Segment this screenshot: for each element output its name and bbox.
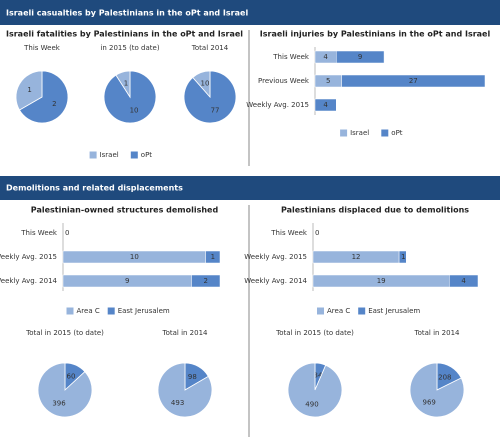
legend-swatch bbox=[358, 307, 366, 315]
slice-label: 1 bbox=[124, 79, 128, 87]
legend-label: East Jerusalem bbox=[118, 307, 170, 315]
pie-title: Total in 2014 bbox=[414, 329, 461, 337]
pie-title: Total in 2015 (to date) bbox=[275, 329, 354, 337]
banner-title: Demolitions and related displacements bbox=[6, 184, 183, 193]
y-tick-label: Weekly Avg. 2015 bbox=[244, 253, 307, 261]
slice-label: 10 bbox=[130, 107, 139, 115]
banner bbox=[0, 176, 500, 200]
pie-title: Total in 2015 (to date) bbox=[25, 329, 104, 337]
slice-label: 77 bbox=[211, 106, 220, 114]
bar-label: 1 bbox=[401, 253, 405, 261]
pie-title: in 2015 (to date) bbox=[100, 44, 159, 52]
bar bbox=[314, 98, 337, 112]
slice-label: 1 bbox=[27, 86, 31, 94]
pie-slice bbox=[409, 362, 465, 418]
bar-label: 2 bbox=[203, 277, 207, 285]
slice-label: 34 bbox=[314, 371, 323, 379]
legend-swatch bbox=[317, 307, 324, 315]
legend-label: oPt bbox=[141, 151, 153, 159]
legend-label: Area C bbox=[327, 307, 350, 315]
slice-label: 98 bbox=[188, 373, 197, 381]
legend-swatch bbox=[381, 129, 389, 137]
bar-label: 0 bbox=[65, 229, 69, 237]
bar bbox=[449, 274, 479, 288]
bar bbox=[341, 74, 486, 88]
bar-label: 12 bbox=[352, 253, 361, 261]
pie-slice bbox=[287, 362, 343, 418]
legend-label: Area C bbox=[77, 307, 100, 315]
y-tick-label: Weekly Avg. 2014 bbox=[244, 277, 307, 285]
bar-label: 9 bbox=[125, 277, 129, 285]
pie-slice bbox=[157, 362, 213, 418]
chart-title: Palestinians displaced due to demolition… bbox=[281, 206, 469, 215]
bar bbox=[336, 50, 385, 64]
legend-swatch bbox=[130, 151, 138, 159]
banner-title: Israeli casualties by Palestinians in th… bbox=[6, 9, 248, 18]
slice-label: 493 bbox=[171, 399, 184, 407]
pie-slice bbox=[37, 362, 93, 418]
legend-label: Israel bbox=[100, 151, 119, 159]
legend-swatch bbox=[340, 129, 348, 137]
bar bbox=[191, 274, 221, 288]
slice-label: 969 bbox=[422, 399, 435, 407]
bar-label: 10 bbox=[130, 253, 139, 261]
y-tick-label: This Week bbox=[272, 53, 310, 61]
legend-label: Israel bbox=[350, 129, 369, 137]
legend-label: oPt bbox=[391, 129, 403, 137]
bar-label: 9 bbox=[358, 53, 362, 61]
slice-label: 208 bbox=[438, 373, 451, 381]
pie-slice bbox=[18, 70, 69, 124]
bar-label: 27 bbox=[409, 77, 418, 85]
legend-swatch bbox=[107, 307, 115, 315]
bar-label: 19 bbox=[377, 277, 386, 285]
bar bbox=[205, 250, 221, 264]
bar-label: 4 bbox=[461, 277, 466, 285]
bar-label: 4 bbox=[323, 101, 328, 109]
pie-title: Total 2014 bbox=[191, 44, 229, 52]
chart-title: Palestinian-owned structures demolished bbox=[31, 206, 219, 215]
legend-label: East Jerusalem bbox=[368, 307, 420, 315]
y-tick-label: Previous Week bbox=[258, 77, 310, 85]
legend-swatch bbox=[89, 151, 97, 159]
chart-title: Israeli injuries by Palestinians in the … bbox=[260, 30, 491, 39]
bar bbox=[398, 250, 407, 264]
pie-title: This Week bbox=[23, 44, 61, 52]
pie-slice bbox=[115, 70, 131, 99]
y-tick-label: This Week bbox=[270, 229, 308, 237]
bar-label: 0 bbox=[315, 229, 319, 237]
y-tick-label: Weekly Avg. 2014 bbox=[0, 277, 58, 285]
slice-label: 396 bbox=[52, 400, 66, 408]
slice-label: 10 bbox=[200, 80, 209, 88]
y-tick-label: This Week bbox=[20, 229, 58, 237]
bar-label: 4 bbox=[323, 53, 328, 61]
bar-label: 5 bbox=[326, 77, 330, 85]
banner bbox=[0, 0, 500, 25]
y-tick-label: Weekly Avg. 2015 bbox=[0, 253, 57, 261]
chart-title: Israeli fatalities by Palestinians in th… bbox=[6, 30, 243, 39]
slice-label: 60 bbox=[67, 372, 76, 380]
legend-swatch bbox=[66, 307, 74, 315]
y-tick-label: Weekly Avg. 2015 bbox=[246, 101, 309, 109]
pie-slice bbox=[15, 70, 43, 111]
slice-label: 2 bbox=[52, 100, 56, 108]
pie-title: Total in 2014 bbox=[162, 329, 209, 337]
pie-slice bbox=[192, 70, 211, 99]
bar-label: 1 bbox=[211, 253, 215, 261]
slice-label: 490 bbox=[305, 401, 318, 409]
